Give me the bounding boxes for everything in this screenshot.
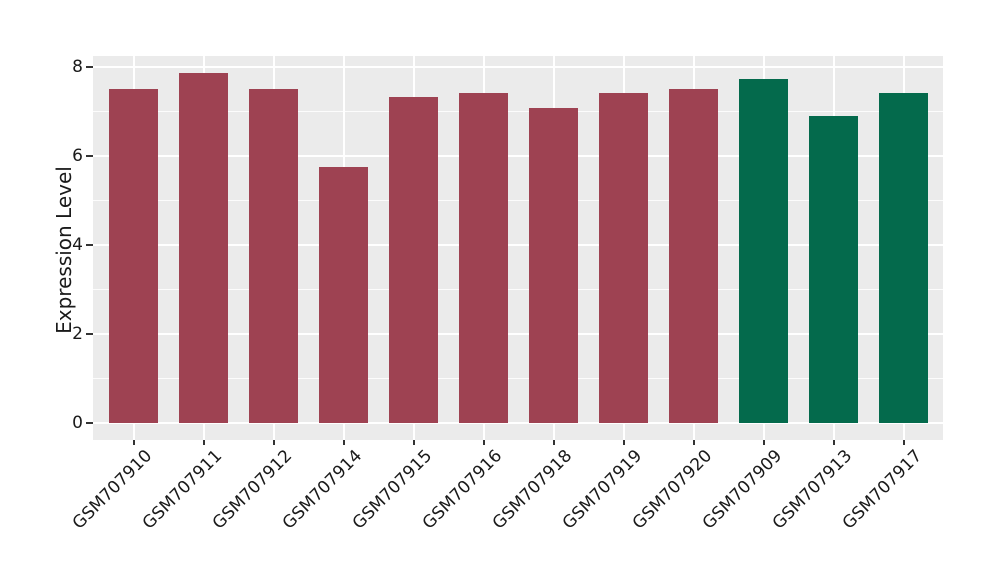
y-tick-mark-6 [86,154,93,157]
y-tick-mark-2 [86,332,93,335]
x-tick-mark-GSM707914 [342,440,345,445]
bar-GSM707911 [179,72,229,423]
bar-GSM707913 [809,115,859,423]
gridline-major-y6 [93,154,943,157]
bar-GSM707912 [249,88,299,423]
bar-GSM707909 [739,78,789,423]
y-tick-label-0: 0 [72,413,83,433]
bar-GSM707917 [879,93,929,423]
gridline-minor-y5 [93,200,943,202]
x-tick-mark-GSM707912 [272,440,275,445]
x-tick-mark-GSM707918 [552,440,555,445]
x-tick-mark-GSM707920 [692,440,695,445]
gridline-major-y8 [93,65,943,68]
plot-panel [93,56,943,440]
x-tick-mark-GSM707913 [832,440,835,445]
bar-GSM707915 [389,96,439,423]
bar-GSM707914 [319,166,369,423]
x-tick-mark-GSM707916 [482,440,485,445]
gridline-minor-y7 [93,111,943,113]
y-tick-label-2: 2 [72,323,83,344]
bar-GSM707910 [109,89,159,423]
bar-GSM707920 [669,88,719,423]
y-tick-mark-8 [86,65,93,68]
gridline-minor-y3 [93,289,943,291]
gridline-minor-y1 [93,378,943,380]
gridline-major-y4 [93,243,943,246]
y-tick-label-4: 4 [72,234,83,255]
x-tick-mark-GSM707909 [762,440,765,445]
x-tick-mark-GSM707919 [622,440,625,445]
bar-GSM707919 [599,93,649,423]
bar-GSM707918 [529,107,579,423]
gridline-major-y0 [93,422,943,424]
y-tick-label-6: 6 [72,145,83,166]
gridline-major-y2 [93,332,943,335]
y-tick-mark-0 [86,422,93,424]
y-tick-mark-4 [86,243,93,246]
x-tick-mark-GSM707911 [202,440,205,445]
bar-GSM707916 [459,93,509,423]
x-tick-mark-GSM707910 [132,440,135,445]
y-tick-label-8: 8 [72,56,83,77]
x-tick-mark-GSM707915 [412,440,415,445]
x-tick-mark-GSM707917 [902,440,905,445]
